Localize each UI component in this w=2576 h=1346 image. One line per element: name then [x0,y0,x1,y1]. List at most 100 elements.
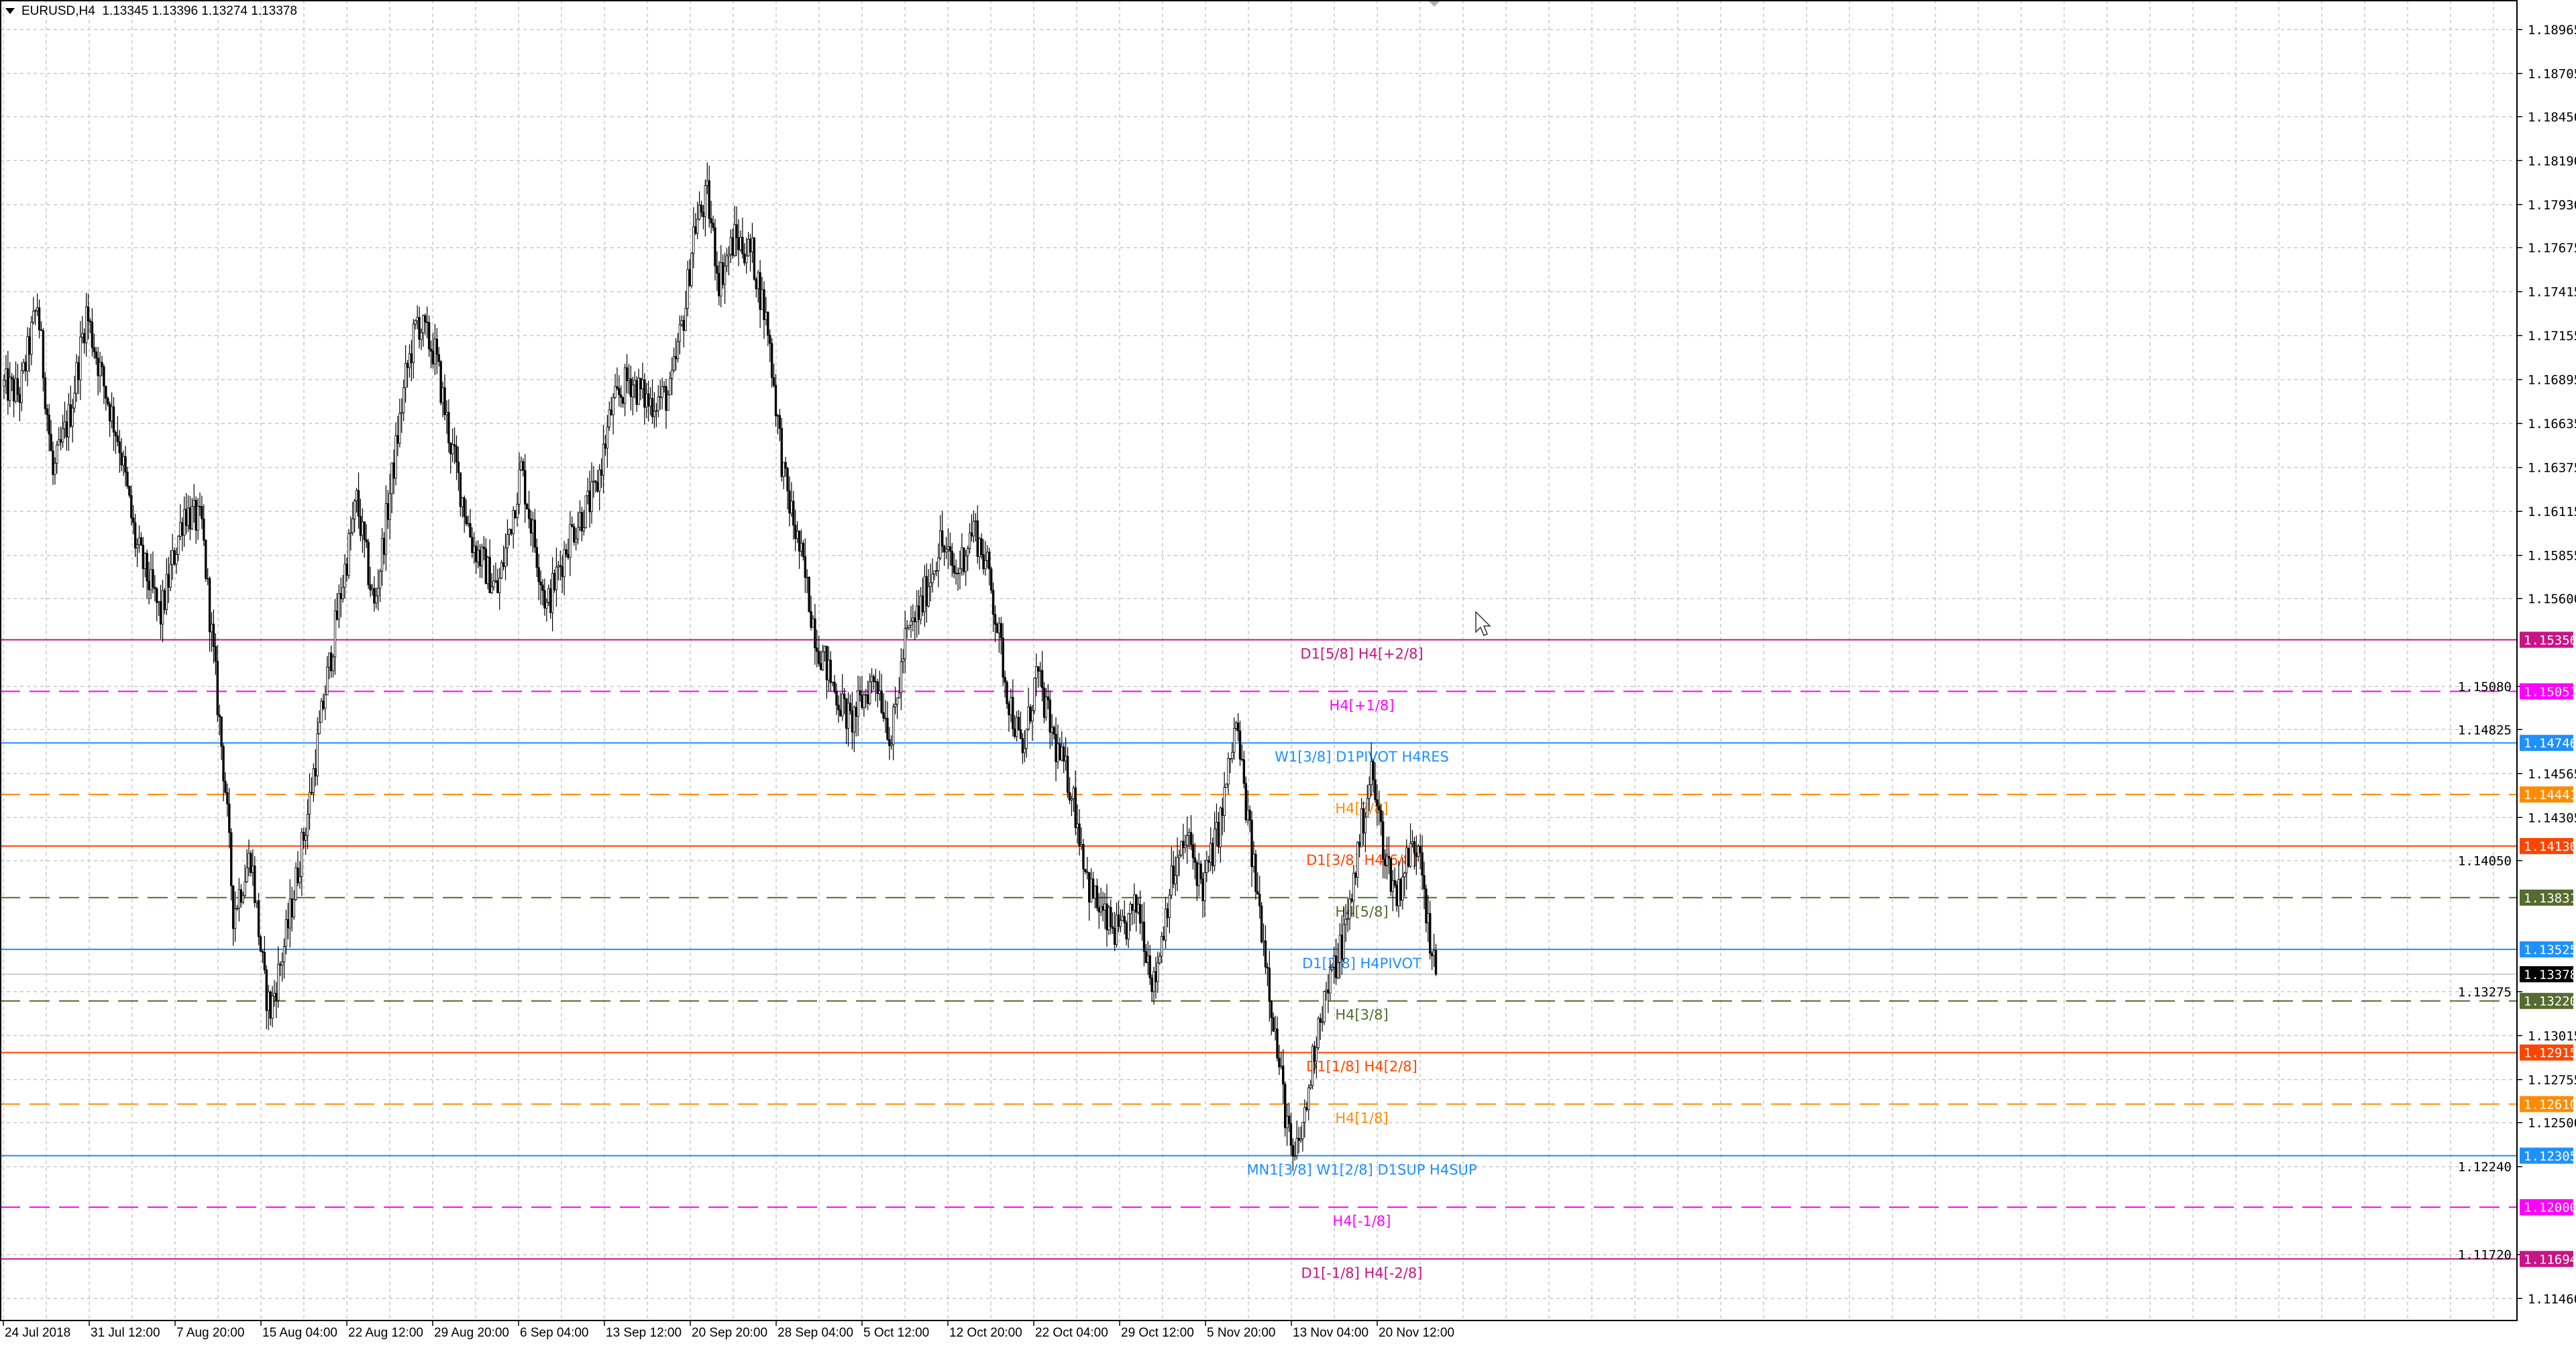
bull-candle-body [312,768,315,793]
candle [384,485,388,571]
price-tick-label: 1.14825 [2458,723,2512,737]
candle [1289,1112,1293,1155]
bear-candle-body [921,595,924,613]
candle [228,788,231,849]
bear-candle-body [855,707,857,717]
time-axis[interactable]: 24 Jul 2018 31 Jul 12:00 7 Aug 20:00 15 Aug… [0,1320,2517,1340]
candle [367,539,370,589]
candle [1378,790,1381,825]
bull-candle-body [986,552,989,561]
candle [1236,713,1240,741]
bull-candle-body [299,876,301,883]
bear-candle-body [239,889,243,902]
level-label: D1[2/8] H4PIVOT [1302,955,1421,972]
candle [93,333,96,360]
bull-candle-body [1411,841,1414,844]
candle [584,495,587,529]
price-tick-label: 1.11720 [2458,1248,2512,1263]
candle [1425,884,1428,933]
bear-candle-body [189,507,192,529]
candle [602,425,605,494]
bear-candle-body [1264,940,1267,968]
candle [1000,617,1002,655]
candle [857,675,859,737]
time-tick-label: 31 Jul 12:00 [91,1326,160,1340]
bear-candle-body [167,574,170,588]
bull-candle-body [653,411,656,417]
candle [653,392,656,429]
candle [294,862,297,901]
candle [637,368,640,405]
candle [1142,902,1146,967]
candle [535,538,538,577]
candle [841,674,844,721]
candle [32,297,35,325]
candle [99,352,101,393]
chart-shift-marker-icon[interactable] [1429,1,1440,7]
candle [1291,1138,1295,1172]
bear-candle-body [565,549,568,555]
level-price-badge [2520,992,2573,1009]
candle [559,550,561,581]
bear-candle-body [1087,872,1091,902]
bear-candle-body [1242,759,1246,784]
bull-candle-body [1115,915,1118,945]
bull-candle-body [237,889,241,909]
candle [1272,1012,1275,1032]
candle [571,516,574,527]
bear-candle-body [1162,935,1165,941]
bear-candle-body [410,353,413,363]
candle [1248,805,1251,833]
bull-candle-body [273,992,276,996]
candle [1401,858,1404,910]
bear-candle-body [1413,841,1416,853]
bull-candle-body [1152,971,1155,992]
bull-candle-body [1064,756,1067,762]
bull-candle-body [894,704,897,707]
candle [808,576,810,613]
bear-candle-body [453,444,456,447]
candle [1138,890,1142,935]
level-price-badge [2520,683,2573,700]
dropdown-triangle-icon[interactable] [5,8,15,15]
bull-candle-body [233,909,237,929]
bull-candle-body [931,573,934,583]
candle [1321,1006,1324,1032]
bull-candle-body [61,428,64,443]
bull-candle-body [547,588,550,603]
bear-candle-body [1383,859,1387,866]
bull-candle-body [1223,787,1226,816]
bear-candle-body [943,546,946,553]
bull-candle-body [602,444,605,476]
bull-candle-body [1303,1107,1306,1123]
bear-candle-body [525,504,529,510]
candle [465,499,468,526]
bull-candle-body [645,393,648,408]
candle [404,345,407,403]
level-price-badge-text: 1.13831 [2524,891,2576,906]
bull-candle-body [900,661,903,694]
level-price-badge-text: 1.11694 [2524,1252,2576,1267]
candle [363,521,366,558]
time-tick-label: 28 Sep 04:00 [777,1326,853,1340]
bear-candle-body [1395,884,1398,907]
bull-candle-body [138,537,141,546]
bull-candle-body [1203,872,1206,901]
bear-candle-body [1155,971,1157,982]
candle [79,321,82,401]
bull-candle-body [1231,752,1234,759]
bull-candle-body [380,537,384,572]
bear-candle-body [154,586,156,589]
bear-candle-body [622,397,625,404]
price-tick-label: 1.18965 [2528,23,2576,38]
bull-candle-body [451,444,454,454]
candle [1385,837,1389,880]
candle [598,464,601,511]
bull-candle-body [333,610,337,658]
bear-candle-body [527,509,531,519]
candle [1270,1000,1273,1035]
candle [20,362,23,412]
price-tick-label: 1.17675 [2528,241,2576,256]
price-axis[interactable]: 1.18965 1.18705 1.18450 1.18190 1.17930 1.176… [2458,23,2576,1306]
